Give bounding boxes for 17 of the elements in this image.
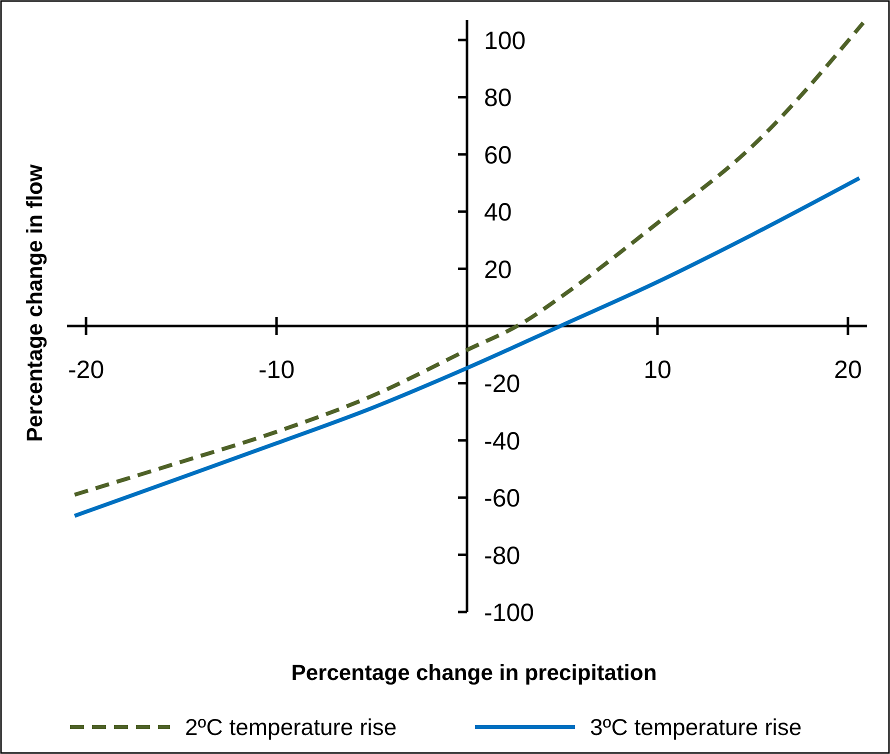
y-tick-label: 60 xyxy=(484,141,512,170)
x-tick-label: 20 xyxy=(834,356,862,384)
x-tick-label: -20 xyxy=(68,356,104,384)
y-tick-label: -40 xyxy=(484,427,520,456)
x-tick-label: 10 xyxy=(644,356,672,384)
y-tick-label: -100 xyxy=(484,599,534,627)
x-tick-label: -10 xyxy=(258,356,295,384)
y-tick-label: 80 xyxy=(484,84,512,112)
y-tick-label: 100 xyxy=(484,27,526,55)
legend-label: 3ºC temperature rise xyxy=(590,714,802,740)
y-tick-label: 20 xyxy=(484,256,512,284)
y-tick-label: -60 xyxy=(484,484,520,513)
x-axis-title: Percentage change in precipitation xyxy=(291,660,657,685)
legend-label: 2ºC temperature rise xyxy=(185,714,397,740)
y-tick-label: -80 xyxy=(484,542,520,570)
y-axis-title: Percentage change in flow xyxy=(22,163,47,442)
y-tick-label: 40 xyxy=(484,198,512,227)
